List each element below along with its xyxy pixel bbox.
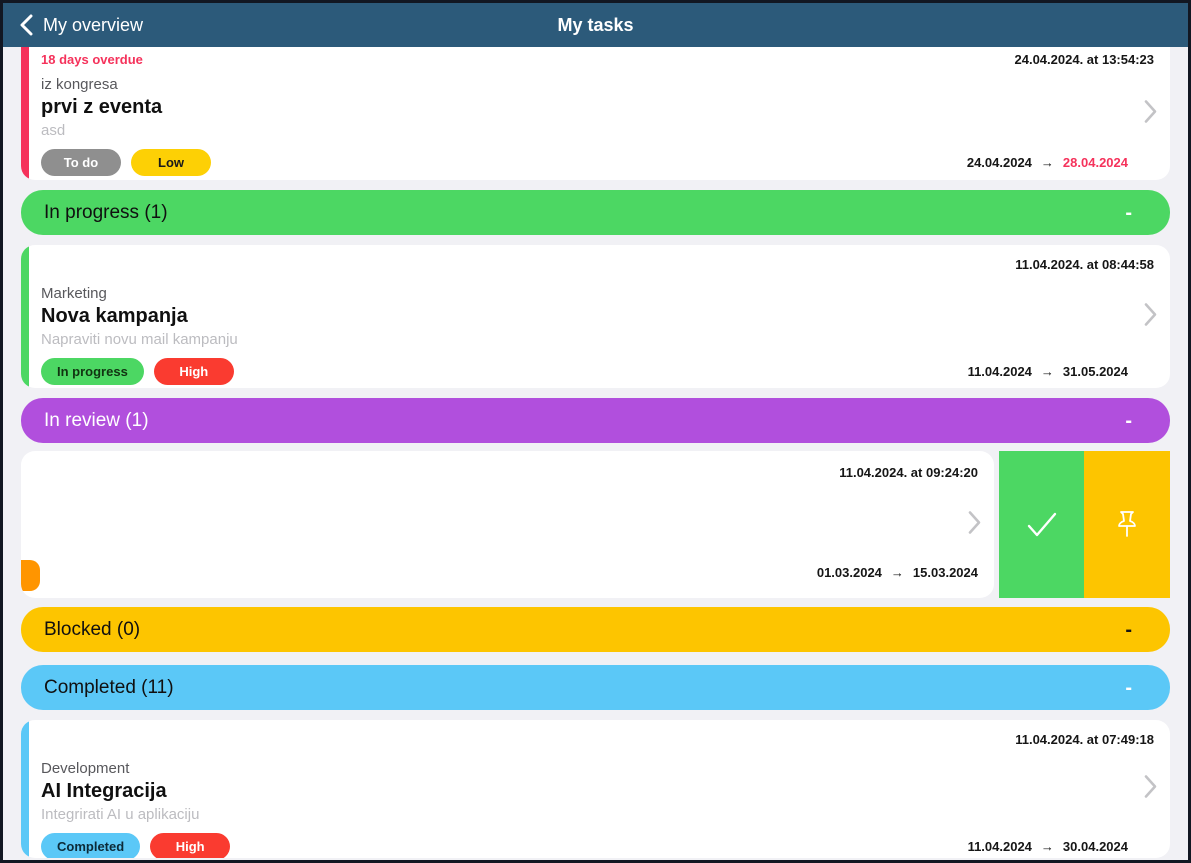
- section-label: Completed (11): [44, 676, 174, 698]
- checkmark-icon: [1027, 512, 1056, 536]
- end-date: 31.05.2024: [1062, 364, 1128, 379]
- chevron-right-icon: [968, 510, 981, 539]
- priority-stripe-red: [21, 47, 29, 180]
- priority-badge-clipped: [21, 560, 40, 591]
- created-timestamp: 24.04.2024. at 13:54:23: [1014, 52, 1155, 67]
- task-card-in-progress[interactable]: 11.04.2024. at 08:44:58 Marketing Nova k…: [21, 245, 1170, 388]
- collapse-button[interactable]: -: [1125, 676, 1132, 699]
- section-label: In review (1): [44, 409, 149, 431]
- collapse-button[interactable]: -: [1125, 201, 1132, 224]
- priority-badge: Low: [131, 149, 211, 176]
- task-category: Marketing: [41, 285, 107, 302]
- date-range: 01.03.2024 → 15.03.2024: [817, 565, 978, 580]
- task-card-in-review[interactable]: 11.04.2024. at 09:24:20 01.03.2024 → 15.…: [21, 451, 994, 598]
- arrow-icon: →: [890, 565, 904, 580]
- task-description: asd: [41, 122, 66, 139]
- status-badge: To do: [41, 149, 121, 176]
- created-timestamp: 11.04.2024. at 07:49:18: [1015, 732, 1154, 747]
- chevron-right-icon: [1144, 99, 1157, 128]
- task-title: prvi z eventa: [41, 96, 163, 118]
- priority-stripe-green: [21, 245, 29, 388]
- page-title: My tasks: [557, 14, 634, 35]
- priority-stripe-blue: [21, 720, 29, 858]
- task-list: 18 days overdue 24.04.2024. at 13:54:23 …: [3, 47, 1188, 860]
- task-card-overdue[interactable]: 18 days overdue 24.04.2024. at 13:54:23 …: [21, 47, 1170, 180]
- overdue-label: 18 days overdue: [41, 52, 143, 67]
- card-body: 11.04.2024. at 08:44:58 Marketing Nova k…: [29, 245, 1170, 388]
- chevron-right-icon: [1144, 775, 1157, 804]
- end-date: 30.04.2024: [1062, 839, 1128, 854]
- section-label: In progress (1): [44, 201, 168, 223]
- section-label: Blocked (0): [44, 618, 141, 640]
- task-row-in-review: 11.04.2024. at 09:24:20 01.03.2024 → 15.…: [21, 451, 1170, 598]
- task-description: Integrirati AI u aplikaciju: [41, 806, 200, 823]
- chevron-right-icon: [1144, 302, 1157, 331]
- navbar: My overview My tasks: [3, 3, 1188, 47]
- task-description: Napraviti novu mail kampanju: [41, 331, 238, 348]
- date-range: 11.04.2024 → 30.04.2024: [968, 839, 1128, 854]
- pushpin-icon: [1118, 510, 1136, 537]
- task-title: AI Integracija: [41, 780, 167, 802]
- status-badge: Completed: [41, 833, 141, 858]
- task-title: Nova kampanja: [41, 305, 188, 327]
- date-range: 11.04.2024 → 31.05.2024: [968, 364, 1128, 379]
- task-card-completed[interactable]: 11.04.2024. at 07:49:18 Development AI I…: [21, 720, 1170, 858]
- section-header-in-progress[interactable]: In progress (1) -: [21, 190, 1170, 235]
- date-range: 24.04.2024 → 28.04.2024: [967, 155, 1128, 170]
- collapse-button[interactable]: -: [1125, 618, 1132, 641]
- status-badge: In progress: [41, 358, 144, 385]
- complete-action-button[interactable]: [999, 451, 1084, 598]
- section-header-blocked[interactable]: Blocked (0) -: [21, 607, 1170, 652]
- chevron-left-icon: [20, 14, 33, 36]
- created-timestamp: 11.04.2024. at 08:44:58: [1015, 257, 1154, 272]
- created-timestamp: 11.04.2024. at 09:24:20: [839, 465, 978, 480]
- task-category: iz kongresa: [41, 76, 118, 93]
- arrow-icon: →: [1040, 364, 1054, 379]
- app-screen: My overview My tasks 18 days overdue 24.…: [3, 3, 1188, 860]
- end-date: 28.04.2024: [1062, 155, 1128, 170]
- card-body: 11.04.2024. at 07:49:18 Development AI I…: [29, 720, 1170, 858]
- start-date: 11.04.2024: [967, 839, 1032, 854]
- pin-action-button[interactable]: [1084, 451, 1170, 598]
- collapse-button[interactable]: -: [1125, 409, 1132, 432]
- priority-badge: High: [153, 358, 234, 385]
- section-header-in-review[interactable]: In review (1) -: [21, 398, 1170, 443]
- back-button[interactable]: My overview: [3, 14, 143, 36]
- start-date: 01.03.2024: [816, 565, 882, 580]
- task-category: Development: [41, 760, 130, 777]
- start-date: 11.04.2024: [967, 364, 1032, 379]
- card-body: 18 days overdue 24.04.2024. at 13:54:23 …: [29, 47, 1170, 180]
- section-header-completed[interactable]: Completed (11) -: [21, 665, 1170, 710]
- arrow-icon: →: [1040, 839, 1054, 854]
- start-date: 24.04.2024: [966, 155, 1032, 170]
- back-button-label: My overview: [43, 14, 144, 35]
- priority-badge: High: [150, 833, 231, 858]
- card-body: 11.04.2024. at 09:24:20 01.03.2024 → 15.…: [21, 451, 994, 598]
- arrow-icon: →: [1040, 155, 1054, 170]
- end-date: 15.03.2024: [912, 565, 978, 580]
